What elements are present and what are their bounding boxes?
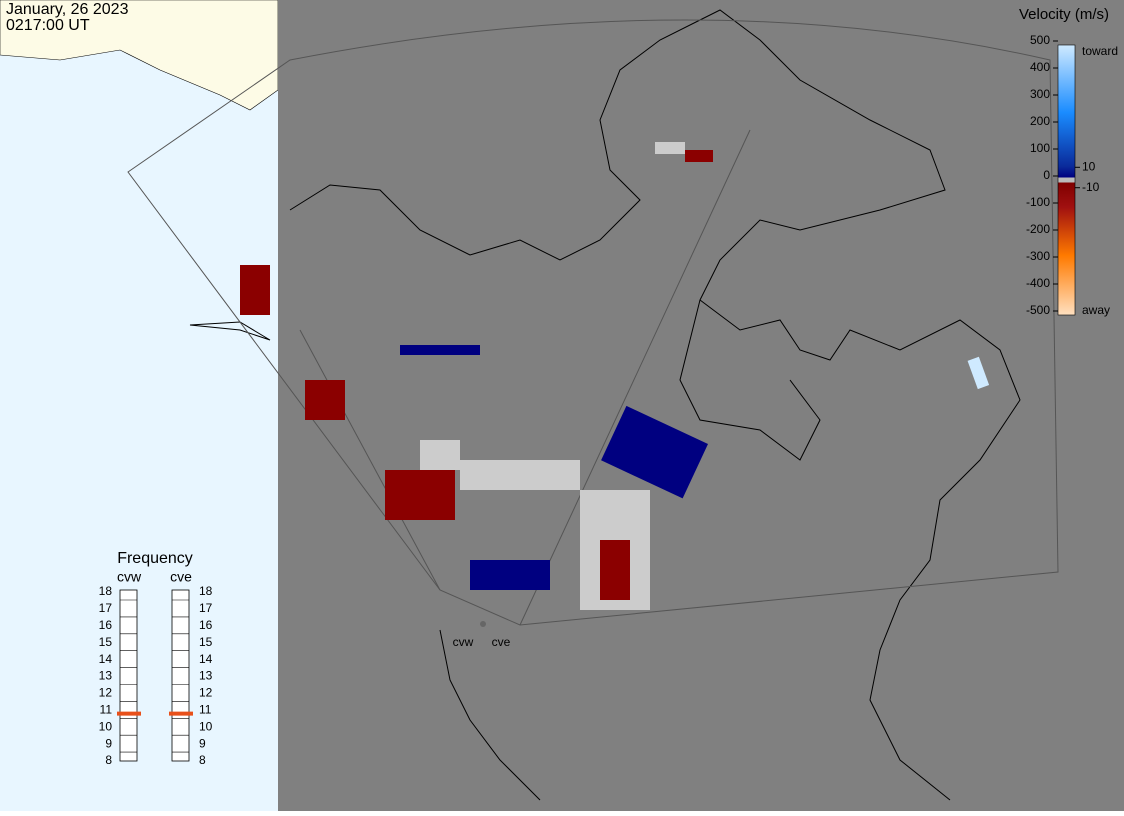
velocity-colorbar [1057,44,1076,316]
radar-sites [480,621,486,627]
date: January, 26 2023 [6,1,129,18]
frequency-tick-label: 9 [199,736,206,750]
frequency-tick-label: 18 [199,584,213,598]
velocity-tick-label: -400 [1026,276,1050,290]
velocity-tick-label: 300 [1030,87,1050,101]
velocity-tick-label: 500 [1030,33,1050,47]
velocity-inner-tick-label: 10 [1082,159,1096,173]
velocity-tick-label: 400 [1030,60,1050,74]
velocity-tick-label: -500 [1026,303,1050,317]
frequency-tick-label: 17 [99,601,113,615]
velocity-title: Velocity (m/s) [1019,6,1109,23]
frequency-tick-label: 16 [199,618,213,632]
time: 0217:00 UT [6,17,90,34]
radar-name: cve [170,569,192,585]
frequency-tick-label: 8 [199,753,206,767]
frequency-title: Frequency [117,550,193,567]
toward-label: toward [1082,44,1118,58]
velocity-tick-label: -100 [1026,195,1050,209]
frequency-tick-label: 9 [105,736,112,750]
frequency-tick-label: 14 [199,652,213,666]
frequency-tick-label: 13 [199,669,213,683]
frequency-tick-label: 14 [99,652,113,666]
coastlines [189,9,1021,801]
frequency-tick-label: 18 [99,584,113,598]
radar-label: cve [492,635,511,649]
frequency-tick-label: 16 [99,618,113,632]
frequency-tick-label: 17 [199,601,213,615]
velocity-tick-label: -300 [1026,249,1050,263]
night-region [278,0,1124,811]
away-label: away [1082,303,1110,317]
frequency-tick-label: 11 [199,702,212,716]
frequency-tick-label: 12 [99,686,113,700]
velocity-tick-label: -200 [1026,222,1050,236]
frequency-tick-label: 15 [199,635,213,649]
radar-field-of-view [127,19,1059,626]
frequency-tick-label: 10 [199,719,213,733]
frequency-tick-label: 12 [199,686,213,700]
frequency-tick-label: 10 [99,719,113,733]
velocity-tick-label: 200 [1030,114,1050,128]
frequency-tick-label: 15 [99,635,113,649]
velocity-cells [240,142,990,610]
day-ocean [0,0,278,811]
frequency-tick-label: 8 [105,753,112,767]
velocity-tick-label: 0 [1043,168,1050,182]
frequency-tick-label: 13 [99,669,113,683]
velocity-inner-tick-label: -10 [1082,180,1100,194]
frequency-tick-label: 11 [100,702,113,716]
radar-name: cvw [117,569,142,585]
velocity-tick-label: 100 [1030,141,1050,155]
radar-label: cvw [453,635,474,649]
